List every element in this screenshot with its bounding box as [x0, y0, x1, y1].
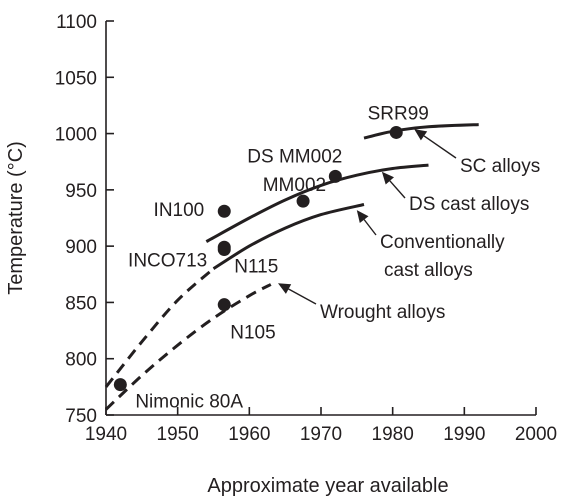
data-point [217, 204, 231, 218]
y-tick-label: 1100 [56, 12, 97, 33]
y-tick-label: 1000 [55, 125, 97, 146]
annotation-arrow-line [423, 135, 457, 159]
wrought-alloys-curve [104, 283, 272, 411]
y-tick-label: 800 [65, 350, 97, 371]
series-annotation: Wrought alloys [320, 302, 445, 323]
y-tick-label: 750 [65, 406, 97, 427]
x-tick-label: 1960 [228, 424, 270, 445]
annotation-arrow-head [381, 171, 394, 185]
series-annotation: DS cast alloys [409, 194, 529, 215]
data-point [296, 194, 310, 208]
x-tick-label: 1990 [443, 424, 485, 445]
data-point-label: MM002 [263, 175, 326, 196]
annotation-arrow-line [363, 219, 377, 236]
conventionally-cast-alloys-curve-dashed [104, 267, 215, 388]
annotation-arrow-head [356, 210, 369, 223]
data-point-label: DS MM002 [247, 146, 342, 167]
data-point [217, 240, 231, 254]
ds-cast-alloys-curve [205, 163, 429, 243]
axes: 750 800 850 900 950 1000 1050 1100 1940 1950 1960 1… [55, 12, 557, 445]
curves [104, 123, 479, 411]
annotation-arrow-head [278, 283, 292, 294]
annotation-arrow-line [389, 180, 406, 199]
data-point [217, 298, 231, 312]
data-point-label: N115 [234, 257, 278, 278]
x-tick-label: 1980 [372, 424, 414, 445]
data-points: Nimonic 80A N105 N115 INCO713 IN100 MM002 DS M… [113, 103, 429, 413]
y-tick-label: 1050 [55, 68, 97, 89]
x-axis-title: Approximate year available [207, 475, 448, 497]
y-tick-label: 950 [65, 181, 97, 202]
series-annotation: Conventionally [380, 232, 505, 253]
x-tick-label: 1950 [157, 424, 199, 445]
sc-alloys-curve [363, 123, 479, 140]
data-point-label: Nimonic 80A [135, 392, 243, 413]
data-point [113, 378, 127, 392]
data-point [389, 125, 403, 139]
series-annotation: cast alloys [384, 260, 473, 281]
conventionally-cast-alloys-curve-solid [212, 203, 365, 270]
y-axis-title: Temperature (°C) [5, 141, 27, 295]
x-tick-label: 2000 [515, 424, 557, 445]
data-point-label: SRR99 [368, 103, 429, 124]
data-point-label: N105 [230, 323, 275, 344]
annotation-arrow-head [414, 129, 428, 141]
series-annotation: SC alloys [460, 156, 540, 177]
annotations: SC alloys DS cast alloys Conventionally cas… [278, 129, 540, 323]
data-point-label: IN100 [154, 200, 205, 221]
annotation-arrow-line [288, 288, 317, 305]
x-tick-label: 1940 [85, 424, 127, 445]
y-tick-label: 900 [65, 237, 97, 258]
data-point-label: INCO713 [128, 250, 207, 271]
x-tick-label: 1970 [300, 424, 342, 445]
data-point [328, 169, 342, 183]
y-tick-label: 850 [65, 293, 97, 314]
